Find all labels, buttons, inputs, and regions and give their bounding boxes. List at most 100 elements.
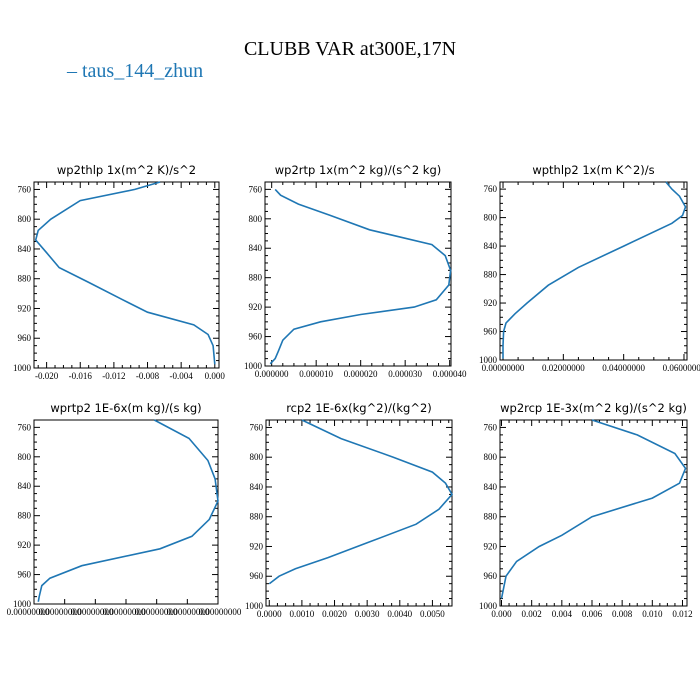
x-tick-label: 0.0000 [257, 609, 282, 619]
x-tick-label: 0.004 [552, 609, 573, 619]
y-tick-label: 800 [18, 214, 32, 224]
series-line [500, 419, 687, 599]
y-tick-label: 1000 [245, 601, 264, 611]
panel-title: wp2rtp 1x(m^2 kg)/(s^2 kg) [275, 163, 442, 177]
x-tick-label: -0.008 [136, 371, 160, 381]
y-tick-label: 1000 [479, 601, 498, 611]
y-tick-label: 760 [484, 422, 498, 432]
y-tick-label: 880 [250, 512, 264, 522]
series-line [268, 419, 453, 585]
x-tick-label: 0.0030 [355, 609, 380, 619]
y-tick-label: 840 [18, 481, 32, 491]
x-tick-label: 0.012 [672, 609, 692, 619]
y-tick-label: 960 [249, 332, 263, 342]
legend: – taus_144_zhun [66, 60, 203, 82]
x-tick-label: 0.02000000 [542, 363, 585, 373]
panel-title: rcp2 1E-6x(kg^2)/(kg^2) [286, 401, 432, 415]
y-tick-label: 960 [484, 327, 498, 337]
plot-frame [499, 419, 688, 607]
x-tick-label: 0.000000 [255, 369, 289, 379]
legend-label: – taus_144_zhun [66, 60, 203, 82]
x-tick-label: 0.0050 [420, 609, 445, 619]
y-tick-label: 760 [18, 422, 32, 432]
series-line [34, 181, 216, 365]
series-line [502, 181, 687, 359]
x-tick-label: 0.000 [205, 371, 226, 381]
x-tick-label: 0.010 [642, 609, 663, 619]
y-tick-label: 1000 [13, 599, 32, 609]
x-tick-label: 0.008 [612, 609, 633, 619]
y-tick-label: 920 [249, 302, 263, 312]
x-tick-label: 0.00000000 [103, 607, 146, 617]
series-line [37, 419, 219, 602]
y-tick-label: 840 [249, 243, 263, 253]
series-line [269, 188, 452, 365]
legend-series-name: taus_144_zhun [82, 60, 203, 82]
y-tick-label: 880 [18, 511, 32, 521]
x-tick-label: 0.000030 [388, 369, 422, 379]
x-tick-label: 0.006 [582, 609, 603, 619]
x-tick-label: -0.012 [102, 371, 125, 381]
legend-line-marker: – [66, 60, 82, 82]
y-tick-label: 960 [250, 571, 264, 581]
y-tick-label: 760 [18, 184, 32, 194]
y-tick-label: 1000 [244, 361, 263, 371]
plot-frame [33, 419, 219, 605]
panel-rcp2: rcp2 1E-6x(kg^2)/(kg^2) 760 800 840 880 920 96… [245, 401, 453, 619]
panel-title: wp2rcp 1E-3x(m^2 kg)/(s^2 kg) [500, 401, 687, 415]
x-tick-label: 0.000010 [299, 369, 333, 379]
x-tick-label: 0.00000000 [135, 607, 178, 617]
x-tick-label: 0.04000000 [602, 363, 645, 373]
y-tick-label: 1000 [479, 355, 498, 365]
x-tick-label: 0.00000000 [7, 607, 50, 617]
x-tick-label: 0.06000000 [663, 363, 700, 373]
panel-wp2rtp: wp2rtp 1x(m^2 kg)/(s^2 kg) 760 800 840 880 92… [244, 163, 467, 379]
panel-title: wp2thlp 1x(m^2 K)/s^2 [57, 163, 196, 177]
panel-wpthlp2: wpthlp2 1x(m K^2)/s 760 800 840 880 920 960 100… [479, 163, 700, 373]
y-tick-label: 840 [18, 244, 32, 254]
y-tick-label: 920 [18, 540, 32, 550]
x-tick-label: 0.0010 [290, 609, 315, 619]
y-tick-label: 760 [484, 184, 498, 194]
plot-frame [499, 181, 688, 361]
panel-title: wpthlp2 1x(m K^2)/s [532, 163, 654, 177]
plot-frame [265, 419, 453, 607]
x-tick-label: -0.020 [35, 371, 59, 381]
y-tick-label: 920 [18, 303, 32, 313]
y-tick-label: 840 [250, 482, 264, 492]
y-tick-label: 960 [484, 571, 498, 581]
panel-wp2rcp: wp2rcp 1E-3x(m^2 kg)/(s^2 kg)760 800 840 88… [479, 401, 693, 619]
y-tick-label: 800 [484, 452, 498, 462]
y-tick-label: 1000 [13, 363, 32, 373]
plot-frame [264, 181, 452, 367]
y-tick-label: 960 [18, 333, 32, 343]
x-tick-label: 0.000 [491, 609, 512, 619]
y-tick-label: 880 [484, 512, 498, 522]
panel-title: wprtp2 1E-6x(m kg)/(s kg) [50, 401, 201, 415]
y-tick-label: 920 [484, 541, 498, 551]
y-tick-label: 800 [249, 214, 263, 224]
y-tick-label: 920 [250, 541, 264, 551]
y-tick-label: 880 [484, 270, 498, 280]
x-tick-label: 0.0040 [387, 609, 412, 619]
x-tick-label: 0.000020 [344, 369, 378, 379]
y-tick-label: 800 [18, 452, 32, 462]
x-tick-label: 0.000040 [433, 369, 467, 379]
y-tick-label: 880 [249, 273, 263, 283]
x-tick-label: -0.016 [69, 371, 93, 381]
y-tick-label: 800 [250, 452, 264, 462]
y-tick-label: 760 [249, 184, 263, 194]
plot-frame [33, 181, 220, 369]
y-tick-label: 800 [484, 213, 498, 223]
x-tick-label: -0.004 [170, 371, 194, 381]
figure-title: CLUBB VAR at300E,17N [244, 38, 456, 60]
y-tick-label: 840 [484, 241, 498, 251]
y-tick-label: 960 [18, 570, 32, 580]
x-tick-label: 0.002 [522, 609, 542, 619]
x-tick-label: 0.0020 [322, 609, 347, 619]
x-tick-label: 0.00000000 [199, 607, 242, 617]
y-tick-label: 760 [250, 422, 264, 432]
x-tick-label: 0.00000000 [167, 607, 210, 617]
panel-wp2thlp: wp2thlp 1x(m^2 K)/s^2 760 800 840 880 920 960 1… [13, 163, 225, 381]
